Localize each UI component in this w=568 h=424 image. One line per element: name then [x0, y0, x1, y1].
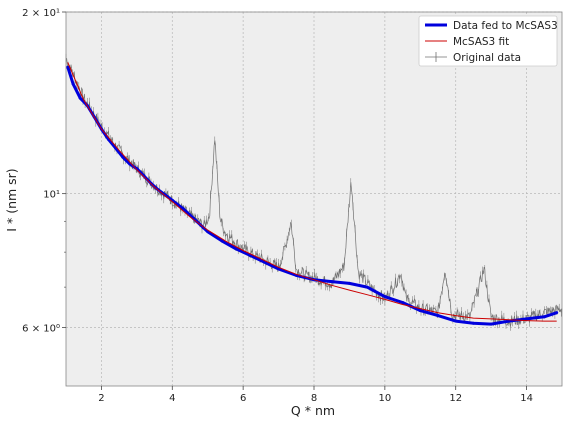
fed-data-point	[436, 314, 440, 318]
legend-label-fed: Data fed to McSAS3	[453, 20, 558, 32]
fed-data-point	[66, 65, 70, 69]
y-tick-label: 2 × 10¹	[22, 8, 60, 19]
y-tick-label: 6 × 10⁰	[22, 324, 60, 335]
fed-data-point	[277, 267, 281, 271]
x-tick-label: 4	[169, 393, 175, 404]
fit-line	[67, 62, 557, 322]
fed-data-point	[555, 311, 559, 315]
fed-data-point	[220, 239, 224, 243]
x-tick-label: 10	[378, 393, 391, 404]
x-tick-label: 2	[98, 393, 104, 404]
fed-data-point	[71, 82, 75, 86]
fed-data-point	[78, 96, 82, 100]
fed-data-point	[347, 281, 351, 285]
x-axis-label: Q * nm	[291, 403, 335, 418]
fed-data-point	[418, 309, 422, 313]
fed-data-point	[262, 260, 266, 264]
axes: 2 4 6 8 10 12 14 6 × 10⁰ 10¹ 2 × 10¹	[22, 8, 563, 404]
fed-data-point	[330, 280, 334, 284]
fed-data-point	[542, 315, 546, 319]
x-tick-label: 12	[449, 393, 462, 404]
x-tick-label: 8	[311, 393, 317, 404]
fed-data-point	[471, 321, 475, 325]
fed-data-point	[525, 317, 529, 321]
legend: Data fed to McSAS3 McSAS3 fit Original d…	[418, 15, 558, 67]
x-tick-label: 14	[520, 393, 533, 404]
fed-data-point	[234, 247, 238, 251]
legend-box	[418, 15, 558, 67]
fed-data-point	[121, 155, 125, 159]
fed-data-point	[181, 206, 185, 210]
fed-data-line	[66, 66, 558, 326]
legend-label-fit: McSAS3 fit	[453, 36, 509, 48]
y-axis-label: I * (nm sr)	[4, 168, 19, 231]
x-tick-label: 6	[240, 393, 246, 404]
fed-data-point	[383, 295, 387, 299]
fed-data-point	[489, 322, 493, 326]
y-tick-label: 10¹	[43, 190, 60, 201]
fed-data-point	[401, 301, 405, 305]
fed-data-point	[454, 319, 458, 323]
legend-label-original: Original data	[453, 52, 521, 64]
fed-data-point	[365, 285, 369, 289]
